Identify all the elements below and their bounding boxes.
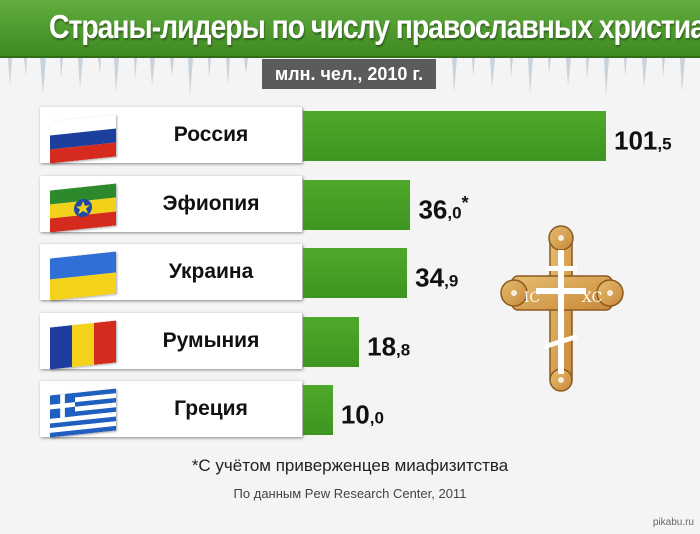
data-label: 101,5: [614, 117, 672, 162]
data-label-decimal: ,5: [657, 134, 672, 154]
bar: [303, 316, 360, 367]
category-label: Румыния: [162, 328, 260, 352]
source-note: По данным Pew Research Center, 2011: [233, 486, 467, 501]
bar: [303, 248, 408, 298]
data-label-integer: 10: [340, 399, 370, 430]
data-label-integer: 101: [614, 125, 658, 156]
country-label-box: Россия: [40, 107, 302, 164]
data-label: 34,9: [415, 254, 458, 299]
chart-row: Эфиопия 36,0*: [0, 175, 700, 232]
bar: [303, 179, 411, 230]
flag-ethiopia-icon: [50, 183, 116, 232]
data-label: 36,0*: [418, 186, 468, 231]
title-bar: Страны-лидеры по числу православных хрис…: [0, 0, 700, 58]
watermark: pikabu.ru: [652, 517, 694, 528]
data-label-footnote-mark: *: [461, 192, 469, 213]
data-label: 10,0: [341, 391, 384, 436]
chart-subtitle: млн. чел., 2010 г.: [262, 59, 436, 89]
chart-row: Румыния 18,8: [0, 312, 700, 369]
cross-right-text: XC: [582, 290, 602, 306]
bar: [303, 385, 333, 435]
orthodox-cross-icon: IC XC: [500, 225, 624, 392]
country-label-box: Румыния: [40, 312, 302, 369]
data-label-decimal: ,0: [369, 408, 384, 428]
category-label: Россия: [173, 123, 249, 146]
country-label-box: Эфиопия: [40, 175, 302, 232]
chart-title: Страны-лидеры по числу православных хрис…: [49, 8, 700, 45]
footnote: *С учётом приверженцев миафизитства: [191, 456, 509, 475]
data-label: 18,8: [367, 323, 410, 368]
country-label-box: Греция: [40, 381, 302, 438]
chart-row: Греция 10,0: [0, 381, 700, 438]
cross-left-text: IC: [524, 290, 540, 306]
data-label-integer: 36: [418, 194, 448, 225]
category-label: Греция: [174, 397, 248, 420]
data-label-decimal: ,9: [444, 271, 459, 291]
flag-ukraine-icon: [50, 251, 116, 301]
chart-row: Украина 34,9: [0, 244, 700, 301]
flag-greece-icon: [50, 388, 116, 438]
bar: [303, 111, 606, 161]
flag-romania-icon: [50, 320, 116, 369]
flag-russia-icon: [50, 114, 116, 164]
data-label-decimal: ,8: [396, 340, 411, 360]
icicle-decoration: [8, 58, 685, 96]
country-label-box: Украина: [40, 244, 302, 301]
data-label-integer: 18: [367, 331, 397, 362]
data-label-decimal: ,0: [447, 203, 462, 223]
chart-row: Россия 101,5: [0, 107, 700, 164]
data-label-integer: 34: [415, 262, 445, 293]
category-label: Украина: [168, 260, 254, 283]
category-label: Эфиопия: [162, 191, 260, 215]
